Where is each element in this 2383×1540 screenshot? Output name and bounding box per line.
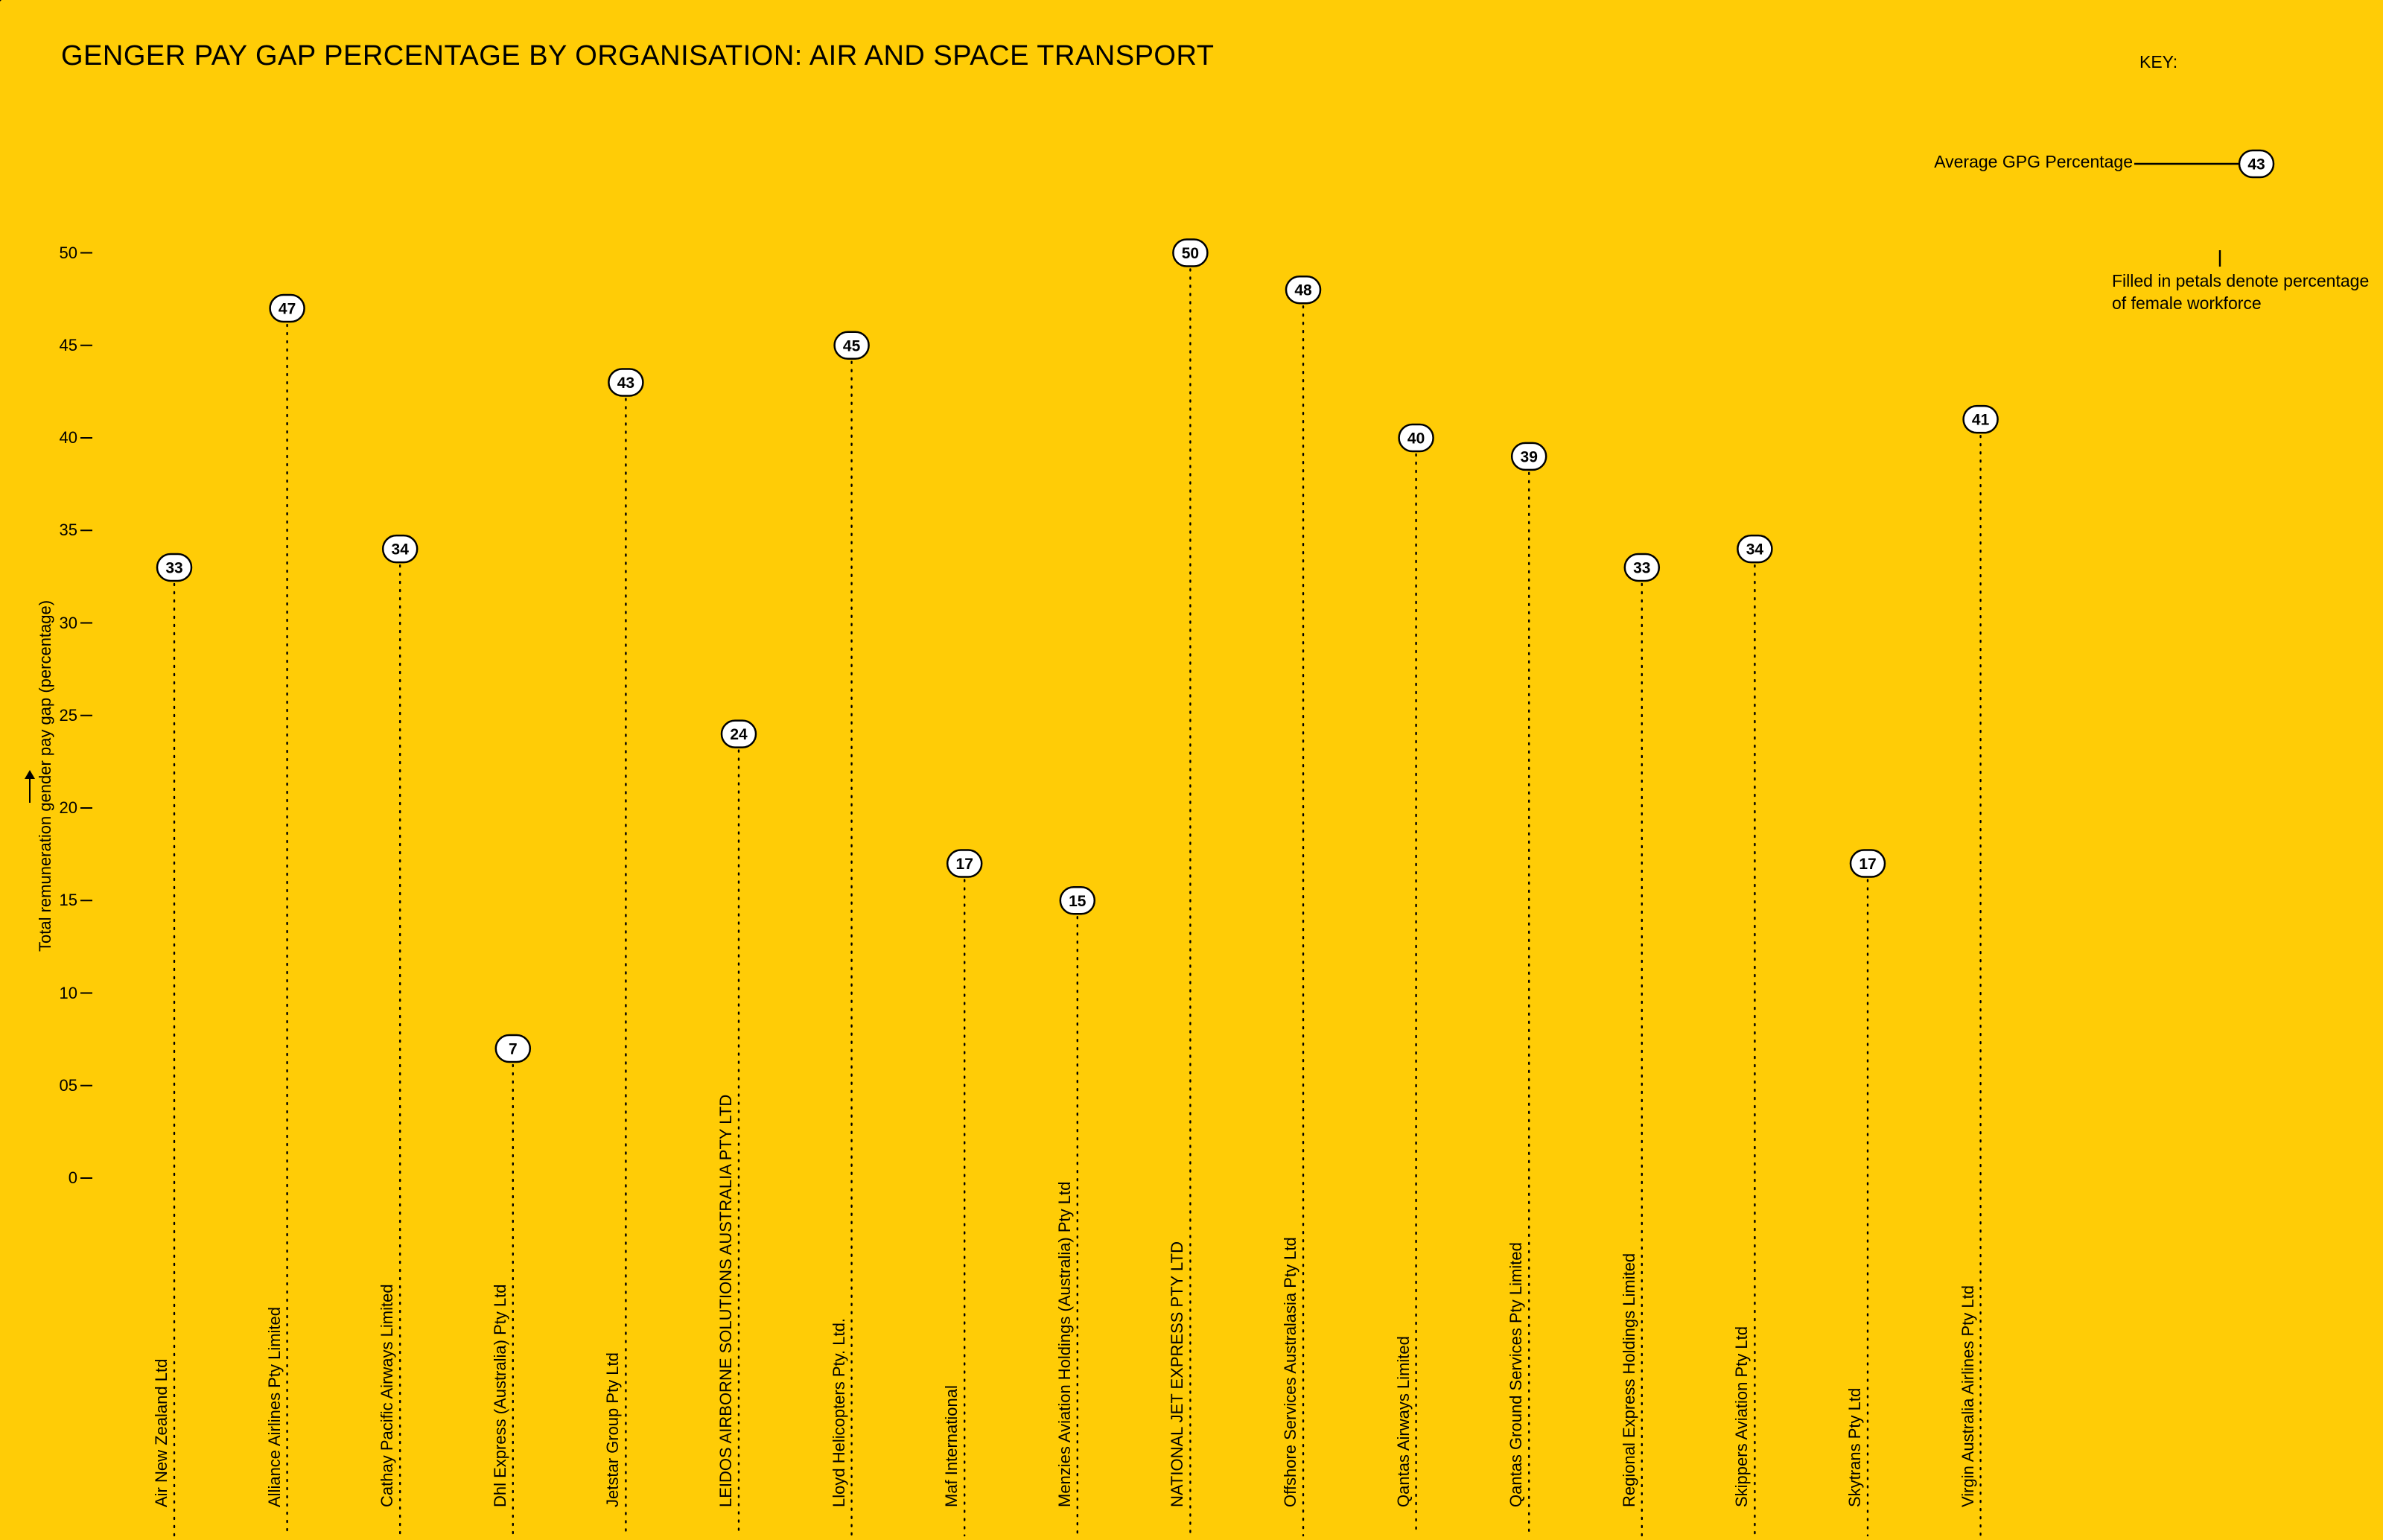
organisation-label: Regional Express Holdings Limited <box>1619 1253 1638 1507</box>
value-label: 43 <box>2247 156 2265 174</box>
value-badge <box>269 293 305 323</box>
flower-org-11: 40 <box>0 0 1434 453</box>
organisation-label: Offshore Services Australasia Pty Ltd <box>1281 1237 1299 1507</box>
flower-org-1: 47 <box>0 0 305 323</box>
flowers: 33 47 34 7 43 24 45 17 15 50 48 40 39 33 34 17 41 <box>0 0 1999 1063</box>
organisation-label: Alliance Airlines Pty Limited <box>264 1306 284 1507</box>
value-badge <box>1059 886 1096 915</box>
flower-org-8: 15 <box>0 0 1096 915</box>
value-label: 17 <box>956 856 973 873</box>
organisation-label: LEIDOS AIRBORNE SOLUTIONS AUSTRALIA PTY … <box>716 1094 735 1507</box>
organisation-label: Qantas Airways Limited <box>1393 1336 1413 1507</box>
organisation-label: Skytrans Pty Ltd <box>1845 1387 1864 1507</box>
organisation-label: Menzies Aviation Holdings (Australia) Pt… <box>1054 1181 1074 1507</box>
flower-org-10: 48 <box>0 0 1322 305</box>
value-label: 34 <box>1746 541 1764 559</box>
value-badge <box>1962 404 1999 434</box>
y-tick-label: 50 <box>59 243 77 262</box>
value-badge <box>946 849 983 878</box>
flower-org-15: 17 <box>0 0 1886 878</box>
organisation-label: NATIONAL JET EXPRESS PTY LTD <box>1168 1241 1187 1507</box>
y-tick-label: 05 <box>59 1075 77 1095</box>
value-label: 7 <box>509 1041 518 1058</box>
value-label: 41 <box>1972 412 1990 429</box>
flower-org-9: 50 <box>0 0 1209 267</box>
key-filled-label-line-2: of female workforce <box>2112 293 2262 313</box>
organisation-label: Dhl Express (Australia) Pty Ltd <box>490 1284 509 1507</box>
organisation-label: Jetstar Group Pty Ltd <box>603 1352 623 1507</box>
value-badge <box>1398 423 1434 453</box>
y-tick-label: 20 <box>59 798 77 817</box>
y-tick-label: 45 <box>59 335 77 354</box>
value-badge <box>720 719 757 748</box>
value-label: 40 <box>1407 430 1425 448</box>
value-label: 34 <box>392 541 410 559</box>
value-badge <box>1849 849 1886 878</box>
key-title: KEY: <box>2139 52 2178 71</box>
flower-org-0: 33 <box>0 0 193 582</box>
value-label: 47 <box>279 301 296 318</box>
flower-org-7: 17 <box>0 0 983 878</box>
value-badge <box>1623 553 1661 582</box>
value-badge <box>156 553 193 582</box>
flower-org-4: 43 <box>0 0 644 397</box>
flower-org-6: 45 <box>0 0 870 360</box>
y-tick-label: 40 <box>59 428 77 447</box>
value-label: 48 <box>1294 282 1312 299</box>
value-label: 15 <box>1069 893 1086 910</box>
value-badge <box>381 534 419 564</box>
flower-org-5: 24 <box>0 0 757 748</box>
value-label: 39 <box>1521 448 1538 465</box>
value-badge <box>608 368 644 397</box>
chart-title: GENGER PAY GAP PERCENTAGE BY ORGANISATIO… <box>61 40 1215 71</box>
key-average-label: Average GPG Percentage <box>1934 152 2133 171</box>
value-badge <box>1510 442 1547 471</box>
y-axis-arrow-head <box>25 770 35 779</box>
value-badge <box>2238 149 2275 179</box>
organisation-label: Air New Zealand Ltd <box>152 1358 171 1507</box>
key-graphic: 43 <box>0 0 2275 267</box>
flower-org-16: 41 <box>0 0 1999 434</box>
y-tick-label: 15 <box>59 891 77 910</box>
flower-org-3: 7 <box>0 0 532 1063</box>
organisation-label: Qantas Ground Services Pty Limited <box>1507 1242 1526 1507</box>
key-filled-label-line-1: Filled in petals denote percentage <box>2112 271 2370 290</box>
value-label: 33 <box>165 559 182 576</box>
key-filled-label: Filled in petals denote percentage of fe… <box>2112 270 2369 314</box>
organisation-label: Lloyd Helicopters Pty. Ltd. <box>829 1318 848 1507</box>
organisation-label: Cathay Pacific Airways Limited <box>378 1284 397 1507</box>
flower-org-14: 34 <box>0 0 1773 564</box>
value-badge <box>833 331 870 360</box>
flower-org-12: 39 <box>0 0 1547 471</box>
flower-org-13: 33 <box>0 0 1661 582</box>
value-label: 50 <box>1182 245 1199 262</box>
flower-org-2: 34 <box>0 0 419 564</box>
flower-stems <box>173 268 1982 1537</box>
organisation-label: Virgin Australia Airlines Pty Ltd <box>1958 1285 1977 1507</box>
value-badge <box>1737 534 1773 564</box>
value-label: 24 <box>730 726 748 743</box>
y-axis <box>25 252 92 1179</box>
y-tick-label: 35 <box>59 521 77 540</box>
value-label: 45 <box>843 337 861 354</box>
y-tick-label: 25 <box>59 705 77 725</box>
value-badge <box>1285 275 1322 305</box>
y-tick-label: 0 <box>68 1168 77 1187</box>
y-tick-label: 10 <box>59 983 77 1002</box>
organisation-label: Maf International <box>942 1385 961 1507</box>
value-badge <box>1172 238 1209 267</box>
value-label: 43 <box>617 375 634 392</box>
value-label: 33 <box>1633 559 1650 576</box>
organisation-label: Skippers Aviation Pty Ltd <box>1732 1326 1752 1507</box>
flower-key-example: 43 <box>0 0 2275 179</box>
value-label: 17 <box>1859 856 1876 873</box>
y-tick-label: 30 <box>59 613 77 632</box>
value-badge <box>494 1034 532 1063</box>
